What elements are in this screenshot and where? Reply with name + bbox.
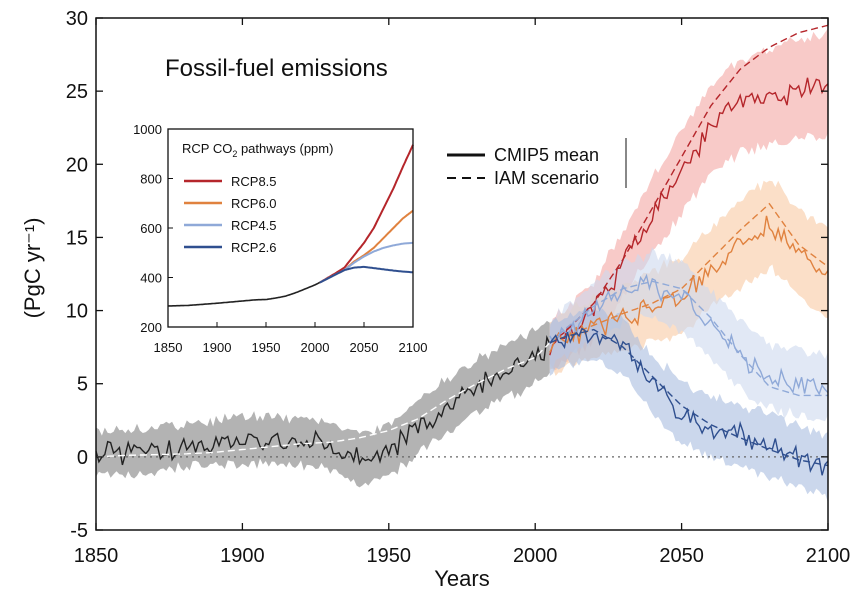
x-tick-label: 1900 (220, 545, 265, 567)
rcp45-band (549, 247, 828, 422)
y-tick-label: 10 (66, 301, 88, 323)
historical-iam-line (95, 342, 551, 458)
y-tick-label: 25 (66, 81, 88, 103)
axis-ticks: 1850 1900 1950 2000 2050 2100 -5 0 5 10 15 20 25 30 (66, 8, 851, 567)
inset-y-tick-label: 200 (140, 320, 162, 335)
inset-legend: RCP8.5 RCP6.0 RCP4.5 RCP2.6 (184, 174, 277, 255)
inset-legend-label-rcp26: RCP2.6 (231, 240, 277, 255)
series-lines (95, 24, 829, 476)
rcp60-iam-line (549, 202, 829, 344)
uncertainty-bands (96, 28, 828, 503)
x-tick-label: 2100 (806, 545, 851, 567)
historical-band (96, 320, 550, 488)
rcp26-iam-line (549, 328, 829, 467)
main-plot: 1850 1900 1950 2000 2050 2100 -5 0 5 10 15 20 25 30 F… (20, 8, 850, 591)
inset-legend-label-rcp60: RCP6.0 (231, 196, 277, 211)
inset-x-tick-label: 2100 (399, 340, 428, 355)
inset-historical-line (167, 281, 321, 307)
inset-x-tick-label: 1950 (252, 340, 281, 355)
inset-legend-label-rcp45: RCP4.5 (231, 218, 277, 233)
inset-background (112, 118, 422, 363)
rcp85-iam-line (549, 24, 829, 344)
rcp45-iam-line (549, 280, 828, 397)
y-tick-label: 5 (77, 374, 88, 396)
y-tick-label: 15 (66, 227, 88, 249)
inset-title: RCP CO2 pathways (ppm) (182, 141, 333, 159)
y-tick-label: 30 (66, 8, 88, 30)
rcp45-cmip5-line (549, 273, 829, 396)
historical-cmip5-line (95, 334, 551, 466)
inset-rcp85-line (319, 144, 414, 284)
inset-series-lines (167, 144, 414, 307)
x-tick-label: 1850 (74, 545, 119, 567)
inset-legend-label-rcp85: RCP8.5 (231, 174, 277, 189)
x-tick-label: 2050 (659, 545, 704, 567)
inset-y-tick-label: 600 (140, 221, 162, 236)
x-tick-label: 1950 (367, 545, 412, 567)
legend-label-cmip5: CMIP5 mean (494, 145, 599, 165)
rcp85-cmip5-line (549, 77, 829, 356)
inset-x-tick-label: 1900 (203, 340, 232, 355)
inset-x-tick-label: 1850 (154, 340, 183, 355)
plot-frame (95, 17, 829, 531)
inset-x-tick-label: 2050 (350, 340, 379, 355)
rcp26-band (549, 306, 828, 503)
inset-x-tick-label: 2000 (301, 340, 330, 355)
rcp60-cmip5-line (549, 215, 829, 353)
x-axis-title: Years (434, 566, 489, 591)
y-axis-title: (PgC yr⁻¹) (20, 218, 45, 319)
legend-label-iam: IAM scenario (494, 168, 599, 188)
inset-axis-ticks: 1850 1900 1950 2000 2050 2100 200 400 600 800 1000 (133, 122, 427, 355)
legend: CMIP5 mean IAM scenario (447, 138, 627, 188)
y-tick-label: -5 (70, 520, 88, 542)
chart-title: Fossil-fuel emissions (165, 55, 388, 82)
inset-y-tick-label: 1000 (133, 122, 162, 137)
inset-rcp26-line (319, 265, 414, 284)
y-tick-label: 0 (77, 447, 88, 469)
inset-co2-plot: 1850 1900 1950 2000 2050 2100 200 400 600 800 1000… (112, 118, 427, 363)
y-tick-label: 20 (66, 154, 88, 176)
inset-y-tick-label: 800 (140, 172, 162, 187)
x-tick-label: 2000 (513, 545, 558, 567)
inset-y-tick-label: 400 (140, 271, 162, 286)
rcp26-cmip5-line (549, 327, 829, 476)
